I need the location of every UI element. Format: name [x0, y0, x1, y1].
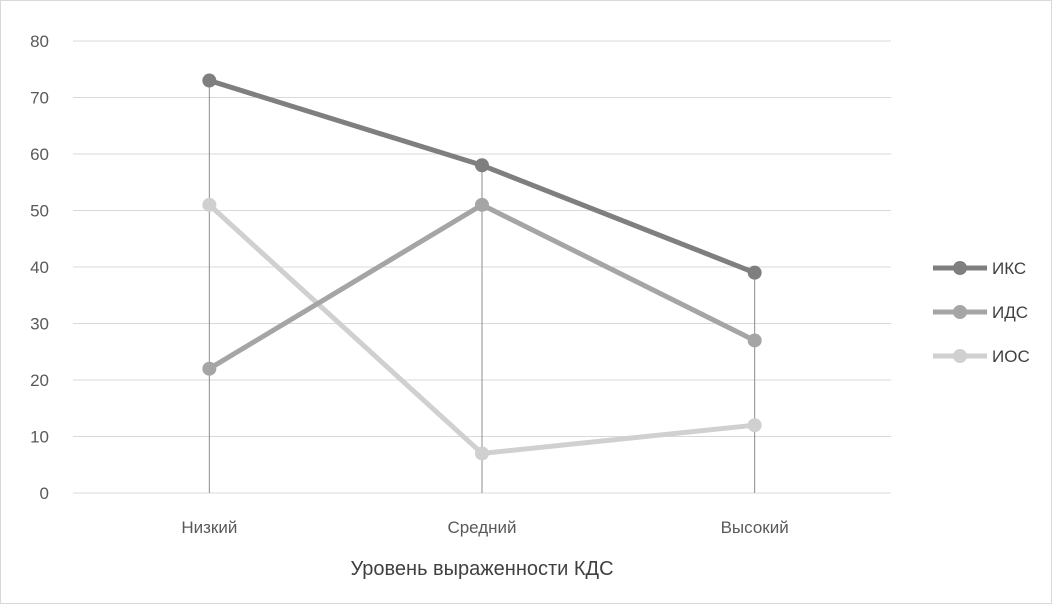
y-tick-label: 40	[30, 258, 49, 277]
data-point	[202, 73, 217, 88]
legend-marker	[953, 305, 967, 319]
x-tick-label: Высокий	[721, 518, 789, 537]
legend-label: ИОС	[992, 347, 1030, 366]
data-point	[475, 197, 489, 212]
x-tick-label: Низкий	[181, 518, 237, 537]
legend: ИКС ИДС ИОС	[933, 259, 1030, 366]
legend-label: ИДС	[992, 303, 1028, 322]
data-point	[747, 265, 762, 280]
y-tick-label: 10	[30, 428, 49, 447]
x-axis-title: Уровень выраженности КДС	[350, 558, 613, 580]
y-tick-label: 20	[30, 371, 49, 390]
legend-marker	[953, 261, 967, 275]
y-axis-tick-labels: 0 10 20 30 40 50 60 70 80	[30, 32, 49, 503]
x-axis-tick-labels: Низкий Средний Высокий	[181, 518, 788, 537]
data-point	[747, 333, 762, 348]
drop-lines	[208, 80, 756, 493]
series-points	[202, 73, 762, 461]
y-tick-label: 60	[30, 145, 49, 164]
y-tick-label: 80	[30, 32, 49, 51]
y-tick-label: 70	[30, 89, 49, 108]
y-tick-label: 50	[30, 202, 49, 221]
data-point	[202, 361, 217, 376]
y-tick-label: 30	[30, 315, 49, 334]
data-point	[202, 197, 217, 212]
legend-marker	[953, 349, 967, 363]
x-tick-label: Средний	[447, 518, 516, 537]
data-point	[475, 158, 489, 173]
data-point	[475, 446, 489, 461]
y-tick-label: 0	[40, 484, 49, 503]
data-point	[747, 418, 762, 433]
legend-label: ИКС	[992, 259, 1026, 278]
